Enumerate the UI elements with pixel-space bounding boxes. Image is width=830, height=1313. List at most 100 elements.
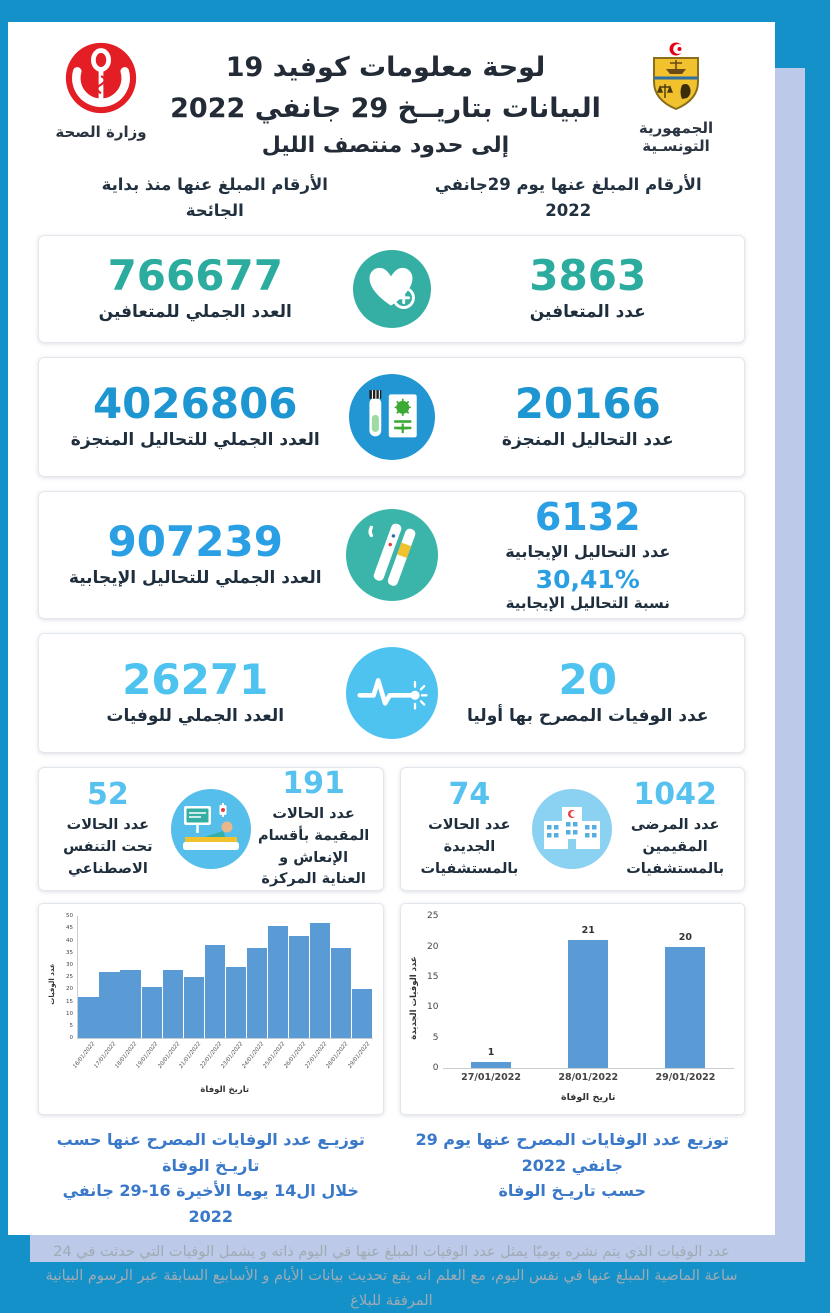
y-axis-title-cell: عدد الوفيات الجديدة <box>407 916 421 1103</box>
ministry-logo-label: وزارة الصحة <box>42 123 160 141</box>
x-tick-label: 20/01/2022 <box>161 1039 182 1085</box>
title-line-2: البيانات بتاريــخ 29 جانفي 2022 <box>160 89 611 130</box>
republic-logo-label: الجمهورية التونسـية <box>611 119 741 155</box>
bar-26/01/2022 <box>289 936 309 1038</box>
bars <box>78 916 373 1038</box>
bar-28/01/2022: 21 <box>568 940 608 1068</box>
cumulative-column-header: الأرقام المبلغ عنها منذ بداية الجائحة <box>90 172 340 223</box>
x-tick-label: 28/01/2022 <box>330 1039 351 1085</box>
plot-area: 1 21 20 <box>443 916 735 1069</box>
recovered-total-value: 766677 <box>65 254 326 298</box>
bar-21/01/2022 <box>184 977 204 1038</box>
y-tick-5: 5 <box>70 1023 74 1029</box>
y-axis-title: عدد الوفيات <box>48 963 56 1004</box>
tests-total-value: 4026806 <box>65 382 326 426</box>
new-hospital-cases-label: عدد الحالات الجديدة بالمستشفيات <box>413 815 527 880</box>
tests-daily-value: 20166 <box>458 382 719 426</box>
title-line-1: لوحة معلومات كوفيد 19 <box>160 48 611 89</box>
stat-card-positive-tests: 907239 العدد الجملي للتحاليل الإيجابية <box>38 491 745 619</box>
deaths-icon-cell <box>326 647 458 739</box>
header: وزارة الصحة لوحة معلومات كوفيد 19 البيان… <box>38 34 745 162</box>
bar-16/01/2022 <box>78 997 98 1038</box>
republic-logo-block: الجمهورية التونسـية <box>611 40 741 155</box>
stat-card-recovered: 766677 العدد الجملي للمتعافين 3863 عدد ا… <box>38 235 745 343</box>
ventilator-cases-label: عدد الحالات تحت التنفس الاصطناعي <box>51 815 165 880</box>
care-cards-row: 52 عدد الحالات تحت التنفس الاصطناعي <box>38 767 745 891</box>
icu-cases-value: 191 <box>257 767 371 800</box>
ministry-of-health-logo-icon <box>63 40 139 116</box>
chart-captions-row: توزيـع عدد الوفايات المصرح عنها حسب تاري… <box>38 1127 745 1229</box>
right-chart-caption: توزيع عدد الوفايات المصرح عنها يوم 29 جا… <box>400 1127 746 1229</box>
positive-icon-cell <box>326 509 458 601</box>
new-hospital-cases-value: 74 <box>413 778 527 811</box>
tests-total-cell: 4026806 العدد الجملي للتحاليل المنجزة <box>65 382 326 453</box>
y-tick-50: 50 <box>66 913 73 919</box>
care-card-hospital: 74 عدد الحالات الجديدة بالمستشفيات <box>400 767 746 891</box>
hospitalized-patients-label: عدد المرضى المقيمين بالمستشفيات <box>618 815 732 880</box>
stat-card-tests: 4026806 العدد الجملي للتحاليل المنجزة <box>38 357 745 477</box>
column-headers: الأرقام المبلغ عنها منذ بداية الجائحة ال… <box>38 172 745 223</box>
deaths-daily-cell: 20 عدد الوفيات المصرح بها أوليا <box>458 658 719 729</box>
y-tick-20: 20 <box>66 986 73 992</box>
positive-daily-cell: 6132 عدد التحاليل الإيجابية 30,41% نسبة … <box>458 498 719 612</box>
y-tick-10: 10 <box>66 1011 73 1017</box>
positive-total-cell: 907239 العدد الجملي للتحاليل الإيجابية <box>65 520 326 591</box>
hospitalized-patients-cell: 1042 عدد المرضى المقيمين بالمستشفيات <box>618 778 732 880</box>
ministry-logo-block: وزارة الصحة <box>42 40 160 141</box>
cumulative-column-header-cell: الأرقام المبلغ عنها منذ بداية الجائحة <box>38 172 392 223</box>
y-tick-30: 30 <box>66 962 73 968</box>
x-axis-title: تاريخ الوفاة <box>443 1092 735 1103</box>
x-tick-label: 29/01/2022 <box>637 1072 734 1090</box>
bar-value-label: 20 <box>665 932 705 943</box>
bar-27/01/2022: 1 <box>471 1062 511 1068</box>
x-axis-title: تاريخ الوفاة <box>77 1085 373 1095</box>
tests-total-label: العدد الجملي للتحاليل المنجزة <box>65 429 326 453</box>
hospital-icon-cell <box>526 789 618 869</box>
bar-22/01/2022 <box>205 945 225 1038</box>
recovered-icon-cell <box>326 250 458 328</box>
hospitalized-patients-value: 1042 <box>618 778 732 811</box>
tests-daily-cell: 20166 عدد التحاليل المنجزة <box>458 382 719 453</box>
positive-total-value: 907239 <box>65 520 326 564</box>
bar-24/01/2022 <box>247 948 267 1038</box>
hospital-building-icon <box>532 789 612 869</box>
x-tick-label: 29/01/2022 <box>351 1039 372 1085</box>
y-tick-45: 45 <box>66 925 73 931</box>
bar-27/01/2022 <box>310 923 330 1038</box>
y-axis-title: عدد الوفيات الجديدة <box>409 957 419 1040</box>
y-tick-25: 25 <box>66 974 73 980</box>
x-tick-label: 27/01/2022 <box>443 1072 540 1090</box>
x-tick-label: 19/01/2022 <box>140 1039 161 1085</box>
x-tick-label: 28/01/2022 <box>540 1072 637 1090</box>
y-tick-0: 0 <box>70 1035 74 1041</box>
bar-value-label: 1 <box>471 1047 511 1058</box>
daily-column-header-cell: الأرقام المبلغ عنها يوم 29جانفي 2022 <box>392 172 746 223</box>
daily-column-header: الأرقام المبلغ عنها يوم 29جانفي 2022 <box>428 172 708 223</box>
icu-cases-label: عدد الحالات المقيمة بأقسام الإنعاش و الع… <box>257 804 371 891</box>
positivity-rate-label: نسبة التحاليل الإيجابية <box>458 594 719 612</box>
icu-patient-icon <box>171 789 251 869</box>
bars: 1 21 20 <box>443 916 735 1068</box>
ventilator-cases-cell: 52 عدد الحالات تحت التنفس الاصطناعي <box>51 778 165 880</box>
tests-daily-label: عدد التحاليل المنجزة <box>458 429 719 453</box>
bar-29/01/2022: 20 <box>665 947 705 1069</box>
positivity-rate-value: 30,41% <box>458 565 719 594</box>
deaths-total-value: 26271 <box>65 658 326 702</box>
tests-icon-cell <box>326 374 458 460</box>
left-chart-caption: توزيـع عدد الوفايات المصرح عنها حسب تاري… <box>38 1127 384 1229</box>
care-card-icu: 52 عدد الحالات تحت التنفس الاصطناعي <box>38 767 384 891</box>
icu-cases-cell: 191 عدد الحالات المقيمة بأقسام الإنعاش و… <box>257 767 371 891</box>
page-title: لوحة معلومات كوفيد 19 البيانات بتاريــخ … <box>160 40 611 162</box>
bar-23/01/2022 <box>226 967 246 1038</box>
bar-value-label: 21 <box>568 925 608 936</box>
deaths-daily-label: عدد الوفيات المصرح بها أوليا <box>458 705 719 729</box>
y-tick-20: 20 <box>427 942 438 952</box>
bar-29/01/2022 <box>352 989 372 1038</box>
